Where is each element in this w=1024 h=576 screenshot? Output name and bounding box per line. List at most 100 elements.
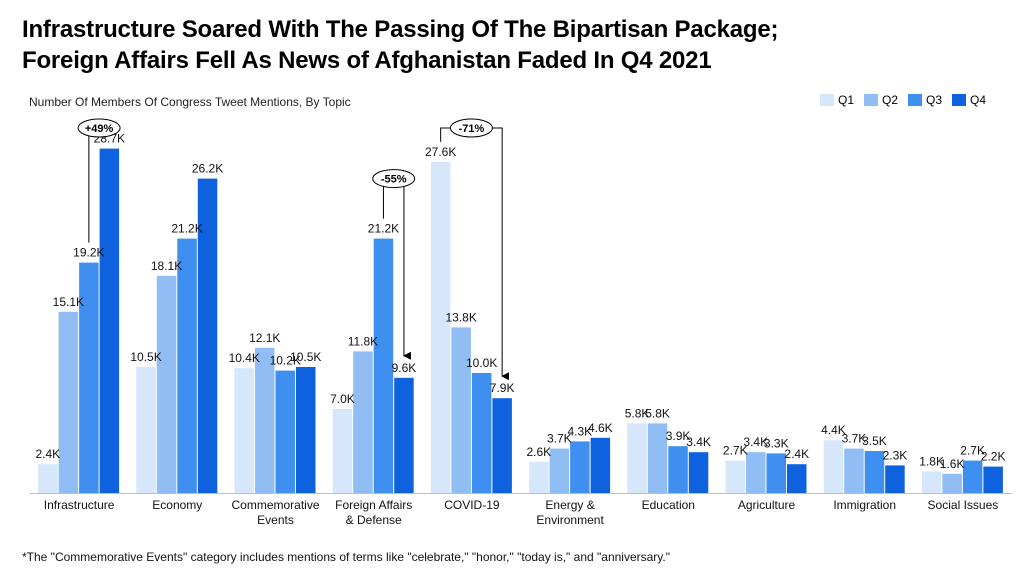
category-label-2-line-0: Commemorative bbox=[231, 498, 319, 512]
data-label-q2-cat-1: 18.1K bbox=[151, 259, 182, 273]
data-label-q1-cat-5: 2.6K bbox=[527, 445, 552, 459]
bar-q2-cat-5 bbox=[549, 448, 570, 493]
data-label-q3-cat-1: 21.2K bbox=[171, 222, 202, 236]
bar-q3-cat-7 bbox=[766, 453, 786, 493]
data-label-q3-cat-0: 19.2K bbox=[73, 246, 104, 260]
annotation-pill-1 bbox=[372, 169, 416, 189]
bar-q2-cat-2 bbox=[255, 347, 275, 493]
category-label-3-line-1: & Defense bbox=[346, 513, 402, 527]
legend-swatch-q2 bbox=[864, 94, 879, 106]
bar-q1-cat-6 bbox=[627, 423, 647, 493]
data-label-q4-cat-5: 4.6K bbox=[588, 421, 613, 435]
data-label-q3-cat-2: 10.2K bbox=[270, 354, 301, 368]
legend-label-q3: Q3 bbox=[926, 93, 943, 107]
bar-q1-cat-9 bbox=[921, 471, 942, 493]
bar-q3-cat-9 bbox=[962, 460, 983, 493]
data-label-q2-cat-3: 11.8K bbox=[348, 334, 378, 348]
bar-q2-cat-7 bbox=[746, 452, 766, 493]
chart-subtitle: Number Of Members Of Congress Tweet Ment… bbox=[29, 95, 351, 109]
bar-q4-cat-9 bbox=[983, 466, 1003, 493]
data-label-q4-cat-4: 7.9K bbox=[490, 381, 515, 395]
data-label-q1-cat-0: 2.4K bbox=[36, 447, 61, 461]
legend-label-q2: Q2 bbox=[882, 93, 899, 107]
bar-q4-cat-1 bbox=[197, 178, 218, 493]
data-label-q1-cat-8: 4.4K bbox=[821, 423, 846, 437]
category-label-4-line-0: COVID-19 bbox=[444, 498, 500, 512]
bar-q2-cat-9 bbox=[942, 473, 962, 493]
category-label-2-line-1: Events bbox=[257, 513, 294, 527]
data-label-q2-cat-8: 3.7K bbox=[842, 432, 867, 446]
data-label-q2-cat-6: 5.8K bbox=[645, 406, 670, 420]
chart-title: Infrastructure Soared With The Passing O… bbox=[22, 14, 1012, 76]
legend-swatch-q3 bbox=[908, 94, 923, 106]
data-label-q4-cat-6: 3.4K bbox=[686, 435, 711, 449]
data-label-q1-cat-3: 7.0K bbox=[330, 392, 355, 406]
bar-q1-cat-2 bbox=[234, 368, 254, 493]
legend-item-q1: Q1 bbox=[820, 93, 854, 107]
category-label-3-line-0: Foreign Affairs bbox=[335, 498, 412, 512]
data-label-q1-cat-7: 2.7K bbox=[723, 444, 748, 458]
legend-item-q2: Q2 bbox=[864, 93, 898, 107]
bar-q2-cat-8 bbox=[844, 448, 864, 493]
category-label-1-line-0: Economy bbox=[152, 498, 202, 512]
title-line-2: Foreign Affairs Fell As News of Afghanis… bbox=[22, 47, 712, 74]
bar-q1-cat-0 bbox=[38, 464, 58, 493]
data-label-q3-cat-8: 3.5K bbox=[862, 434, 887, 448]
bar-q2-cat-4 bbox=[451, 327, 471, 493]
category-label-5-line-1: Environment bbox=[536, 513, 604, 527]
data-label-q4-cat-9: 2.2K bbox=[981, 450, 1006, 464]
category-label-9-line-0: Social Issues bbox=[928, 498, 999, 512]
category-label-5-line-0: Energy & bbox=[545, 498, 594, 512]
category-label-0-line-0: Infrastructure bbox=[44, 498, 115, 512]
bar-q4-cat-8 bbox=[885, 465, 905, 493]
category-label-7-line-0: Agriculture bbox=[738, 498, 796, 512]
bar-q3-cat-0 bbox=[79, 262, 99, 493]
data-label-q4-cat-7: 2.4K bbox=[784, 447, 809, 461]
data-label-q3-cat-9: 2.7K bbox=[960, 444, 985, 458]
bar-q4-cat-7 bbox=[787, 464, 807, 493]
bar-q1-cat-4 bbox=[430, 161, 451, 494]
bar-q3-cat-3 bbox=[373, 238, 394, 493]
legend-label-q1: Q1 bbox=[838, 93, 855, 107]
bar-q1-cat-8 bbox=[823, 440, 844, 493]
title-line-1: Infrastructure Soared With The Passing O… bbox=[22, 16, 779, 43]
annotation-label-1: -55% bbox=[381, 174, 407, 186]
annotation-label-0: +49% bbox=[85, 123, 114, 135]
data-label-q1-cat-4: 27.6K bbox=[425, 145, 456, 159]
bar-q4-cat-6 bbox=[688, 452, 709, 493]
data-label-q2-cat-7: 3.4K bbox=[743, 435, 768, 449]
annotation-pill-2 bbox=[449, 118, 493, 138]
legend: Q1 Q2 Q3 Q4 bbox=[820, 93, 986, 107]
bar-q4-cat-3 bbox=[394, 377, 414, 493]
bar-q4-cat-5 bbox=[590, 437, 611, 493]
category-label-6-line-0: Education bbox=[642, 498, 695, 512]
data-label-q2-cat-5: 3.7K bbox=[547, 432, 572, 446]
bar-q3-cat-4 bbox=[471, 373, 492, 493]
data-label-q3-cat-5: 4.3K bbox=[568, 424, 593, 438]
bar-q2-cat-6 bbox=[647, 423, 668, 493]
bar-q4-cat-4 bbox=[492, 398, 512, 493]
bar-q4-cat-0 bbox=[99, 148, 120, 493]
bar-q3-cat-2 bbox=[275, 370, 295, 493]
bar-q1-cat-5 bbox=[529, 461, 549, 493]
footnote: *The "Commemorative Events" category inc… bbox=[22, 550, 670, 564]
data-label-q3-cat-4: 10.0K bbox=[466, 356, 497, 370]
annotation-pill-0 bbox=[77, 118, 121, 138]
data-label-q2-cat-2: 12.1K bbox=[249, 331, 280, 345]
data-label-q3-cat-7: 3.3K bbox=[764, 436, 789, 450]
data-label-q4-cat-3: 9.6K bbox=[392, 361, 417, 375]
data-label-q4-cat-8: 2.3K bbox=[883, 448, 908, 462]
data-label-q3-cat-3: 21.2K bbox=[368, 222, 399, 236]
legend-swatch-q1 bbox=[820, 94, 834, 106]
bar-q4-cat-2 bbox=[296, 367, 316, 493]
data-label-q2-cat-4: 13.8K bbox=[445, 310, 476, 324]
data-label-q3-cat-6: 3.9K bbox=[666, 429, 691, 443]
bar-q2-cat-3 bbox=[353, 351, 373, 493]
bar-q1-cat-3 bbox=[332, 409, 353, 493]
bar-q3-cat-8 bbox=[864, 451, 885, 493]
legend-item-q4: Q4 bbox=[952, 93, 986, 107]
data-label-q2-cat-9: 1.6K bbox=[940, 457, 965, 471]
legend-label-q4: Q4 bbox=[970, 93, 987, 107]
bar-q3-cat-5 bbox=[570, 441, 590, 493]
